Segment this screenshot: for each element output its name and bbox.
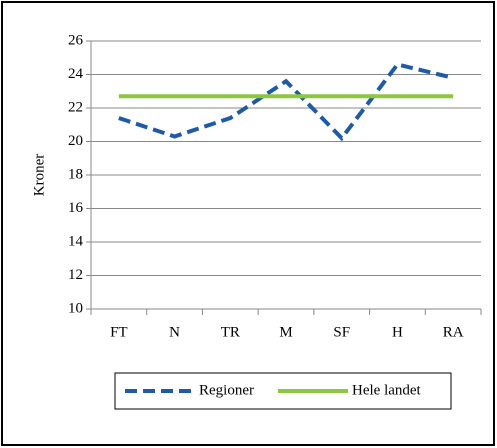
x-tick-label: H bbox=[392, 324, 403, 340]
x-tick-label: FT bbox=[110, 324, 128, 340]
y-tick-label: 20 bbox=[68, 133, 83, 149]
legend-label: Regioner bbox=[199, 382, 254, 398]
y-tick-label: 18 bbox=[68, 166, 83, 182]
x-tick-label: SF bbox=[333, 324, 350, 340]
y-tick-label: 12 bbox=[68, 267, 83, 283]
y-tick-label: 10 bbox=[68, 300, 83, 316]
y-tick-label: 14 bbox=[68, 233, 84, 249]
x-tick-label: TR bbox=[221, 324, 240, 340]
y-tick-label: 26 bbox=[68, 32, 84, 48]
y-axis-label: Kroner bbox=[31, 154, 47, 196]
y-tick-label: 24 bbox=[68, 66, 84, 82]
y-tick-label: 16 bbox=[68, 200, 84, 216]
x-tick-label: RA bbox=[443, 324, 464, 340]
legend-label: Hele landet bbox=[352, 382, 422, 398]
x-tick-label: M bbox=[279, 324, 292, 340]
x-tick-label: N bbox=[169, 324, 180, 340]
legend-box bbox=[114, 372, 452, 410]
series-line bbox=[118, 62, 454, 142]
y-tick-label: 22 bbox=[68, 99, 83, 115]
